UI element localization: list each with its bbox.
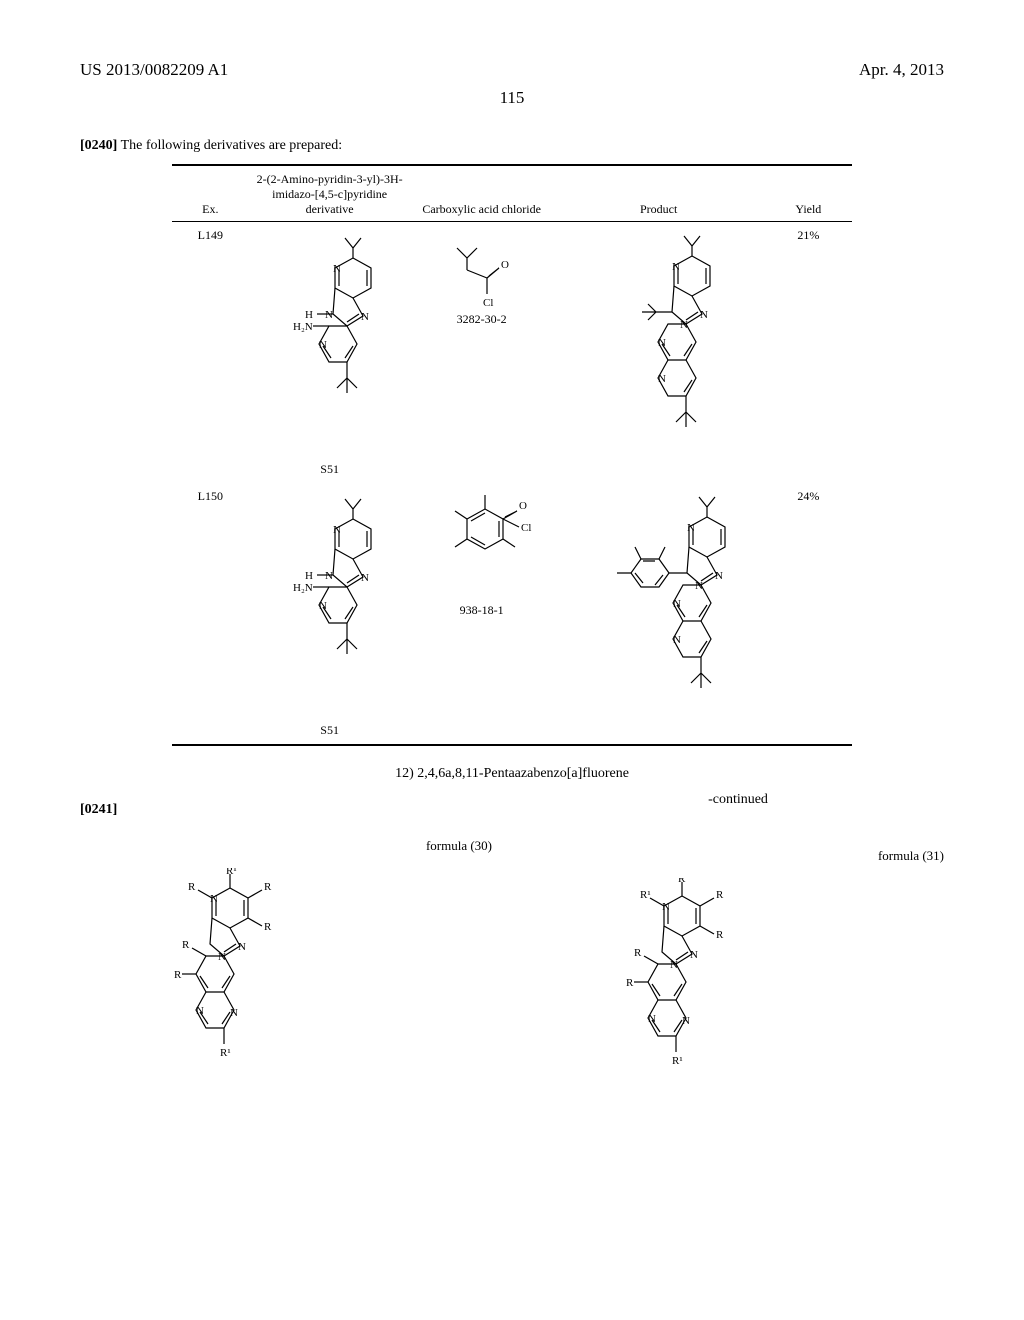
cell-ex: L149 [172, 222, 249, 484]
continued-label: -continued [532, 792, 944, 808]
structure-s51-a: N N N H H₂N N S51 [275, 228, 385, 477]
svg-text:Cl: Cl [483, 297, 493, 308]
svg-text:H₂N: H₂N [293, 321, 313, 333]
svg-text:N: N [333, 263, 341, 275]
col-yield: Yield [765, 168, 852, 222]
svg-text:N: N [680, 319, 688, 331]
page-number: 115 [80, 88, 944, 108]
svg-text:N: N [238, 941, 246, 953]
publication-number: US 2013/0082209 A1 [80, 60, 228, 80]
publication-date: Apr. 4, 2013 [859, 60, 944, 80]
svg-text:N: N [319, 600, 327, 612]
svg-text:N: N [361, 311, 369, 323]
svg-text:N: N [673, 634, 681, 646]
col-derivative: 2-(2-Amino-pyridin-3-yl)-3H-imidazo-[4,5… [249, 168, 411, 222]
svg-text:N: N [670, 959, 678, 971]
formula-columns: [0241] formula (30) [80, 792, 944, 1098]
svg-text:H: H [305, 309, 313, 321]
svg-text:N: N [325, 309, 333, 321]
svg-text:N: N [700, 309, 708, 321]
svg-text:N: N [325, 570, 333, 582]
cell-product: N N N N N [553, 483, 765, 745]
svg-text:R¹: R¹ [640, 889, 651, 901]
formula-31-label: formula (31) [878, 848, 944, 864]
svg-text:N: N [210, 893, 218, 905]
cell-chloride: O Cl 3282-30-2 [411, 222, 553, 484]
svg-text:H₂N: H₂N [293, 582, 313, 594]
svg-text:N: N [715, 570, 723, 582]
para-text-0240: The following derivatives are prepared: [121, 138, 343, 153]
right-column: -continued formula (31) [532, 792, 944, 1098]
cell-derivative: N N N H H₂N N S51 [249, 483, 411, 745]
svg-text:R: R [264, 921, 272, 933]
cell-yield: 24% [765, 483, 852, 745]
col-ex: Ex. [172, 168, 249, 222]
svg-text:N: N [673, 598, 681, 610]
svg-text:R: R [716, 889, 724, 901]
paragraph-0240: [0240] The following derivatives are pre… [80, 138, 944, 154]
svg-text:N: N [682, 1015, 690, 1027]
structure-mesitoyl-chloride: O Cl 938-18-1 [427, 489, 537, 618]
svg-text:N: N [196, 1005, 204, 1017]
structure-product-b: N N N N N [569, 489, 749, 729]
col-chloride: Carboxylic acid chloride [411, 168, 553, 222]
svg-text:N: N [361, 572, 369, 584]
structure-formula-31: R R R¹ R R R¹ R N N N N N [562, 878, 772, 1098]
structure-s51-b: N N N H H₂N N S51 [275, 489, 385, 738]
structure-pivaloyl-chloride: O Cl 3282-30-2 [437, 228, 527, 327]
svg-text:R: R [678, 878, 686, 885]
svg-text:N: N [319, 339, 327, 351]
svg-text:N: N [648, 1013, 656, 1025]
svg-text:N: N [218, 951, 226, 963]
table-row: L149 [172, 222, 852, 484]
derivatives-table: Ex. 2-(2-Amino-pyridin-3-yl)-3H-imidazo-… [172, 164, 852, 746]
col-product: Product [553, 168, 765, 222]
cell-product: N N N N N [553, 222, 765, 484]
svg-text:N: N [662, 901, 670, 913]
chloride-cas-a: 3282-30-2 [437, 312, 527, 327]
cell-chloride: O Cl 938-18-1 [411, 483, 553, 745]
patent-page: US 2013/0082209 A1 Apr. 4, 2013 115 [024… [0, 0, 1024, 1320]
cell-derivative: N N N H H₂N N S51 [249, 222, 411, 484]
structure-formula-30: R¹ R R R R R R¹ N N N N N [120, 868, 320, 1088]
section-12-title: 12) 2,4,6a,8,11-Pentaazabenzo[a]fluorene [80, 766, 944, 782]
svg-text:N: N [690, 949, 698, 961]
reagent-label-b: S51 [275, 723, 385, 738]
para-num-0241: [0241] [80, 802, 492, 818]
svg-text:R: R [188, 881, 196, 893]
svg-text:O: O [519, 500, 527, 512]
svg-text:R¹: R¹ [220, 1047, 231, 1059]
svg-text:R: R [174, 969, 182, 981]
chloride-cas-b: 938-18-1 [427, 603, 537, 618]
svg-text:N: N [333, 524, 341, 536]
svg-text:R: R [264, 881, 272, 893]
svg-text:R¹: R¹ [672, 1055, 683, 1067]
svg-text:N: N [658, 337, 666, 349]
svg-text:N: N [695, 580, 703, 592]
reagent-label-a: S51 [275, 462, 385, 477]
svg-text:O: O [501, 259, 509, 271]
svg-text:N: N [687, 522, 695, 534]
svg-text:Cl: Cl [521, 522, 531, 534]
table-row: L150 [172, 483, 852, 745]
svg-text:N: N [658, 373, 666, 385]
formula-30-label: formula (30) [426, 838, 492, 854]
left-column: [0241] formula (30) [80, 792, 492, 1088]
svg-text:R: R [716, 929, 724, 941]
cell-yield: 21% [765, 222, 852, 484]
svg-text:R: R [626, 977, 634, 989]
svg-text:R: R [634, 947, 642, 959]
structure-product-a: N N N N N [584, 228, 734, 458]
svg-text:R: R [182, 939, 190, 951]
para-num-0240: [0240] [80, 138, 117, 153]
svg-text:N: N [672, 261, 680, 273]
cell-ex: L150 [172, 483, 249, 745]
svg-text:N: N [230, 1007, 238, 1019]
page-header: US 2013/0082209 A1 Apr. 4, 2013 [80, 60, 944, 80]
svg-text:H: H [305, 570, 313, 582]
svg-text:R¹: R¹ [226, 868, 237, 877]
